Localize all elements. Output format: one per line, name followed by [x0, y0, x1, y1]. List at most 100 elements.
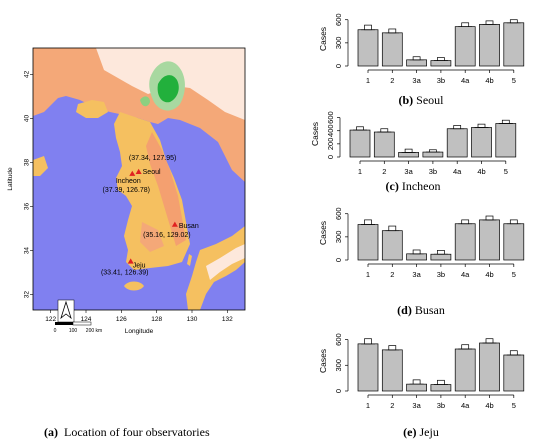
bar-3b [430, 384, 452, 392]
interval-box-2 [388, 345, 397, 351]
bar-3a [406, 383, 427, 392]
bar-4b [471, 127, 492, 158]
scale-bar-background [47, 324, 103, 338]
interval-box-4a [461, 219, 470, 225]
map-terrain [33, 48, 245, 310]
bar-4a [446, 128, 468, 158]
bar-4a [454, 26, 476, 67]
observatory-coordinate: (33.41, 126.39) [101, 270, 148, 277]
interval-box-5 [509, 350, 518, 356]
x-tick-label: 5 [512, 401, 516, 410]
triangle-marker-icon [135, 168, 142, 174]
y-tick-label: 600 [334, 13, 343, 26]
x-tick-label: 2 [390, 401, 394, 410]
y-tick-label: 600 [334, 207, 343, 220]
x-tick-label: 1 [366, 401, 370, 410]
interval-box-2 [388, 225, 397, 232]
map-ylabel: Latitude [7, 167, 14, 191]
observatory-coordinate: (37.34, 127.95) [129, 155, 176, 162]
y-tick-label: 600 [326, 111, 335, 124]
x-tick-label: 1 [366, 76, 370, 85]
map-xtick-label: 132 [222, 316, 233, 323]
bar-3a [398, 152, 419, 158]
x-tick-label: 2 [382, 167, 386, 176]
bar-4b [479, 219, 500, 261]
x-tick-label: 4a [461, 401, 470, 410]
x-tick-label: 5 [512, 76, 516, 85]
y-tick-label: 300 [334, 231, 343, 244]
bar-1 [349, 129, 371, 158]
y-tick-label: 400 [326, 124, 335, 137]
y-tick-label: 600 [334, 333, 343, 346]
interval-box-3b [437, 379, 445, 385]
triangle-marker-icon [171, 221, 178, 227]
observatory-busan: Busan (35.16, 129.02) [143, 221, 199, 239]
x-tick-label: 5 [512, 270, 516, 279]
y-tick-label: 300 [334, 37, 343, 50]
x-tick-label: 3b [437, 76, 445, 85]
interval-box-3b [437, 57, 445, 61]
bar-3b [430, 60, 452, 67]
north-arrow: A [60, 300, 72, 320]
scale-label-0: 0 [54, 328, 57, 334]
bar-5 [503, 22, 525, 67]
bar-chart-jeju: 0 300 600 Cases 1 2 3a 3b 4a 4b 5 (e) Jeju [318, 333, 525, 439]
bar-3a [406, 253, 427, 261]
chart-caption: (c) Incheon [386, 179, 441, 193]
bar-4b [479, 23, 500, 67]
map-caption: (a) Location of four observatories [44, 425, 210, 439]
map-ytick-label: 42 [24, 70, 31, 78]
observatory-name: Jeju [133, 263, 146, 270]
map-xtick-label: 126 [116, 316, 127, 323]
y-axis-label: Cases [318, 27, 328, 51]
chart-caption-letter: (d) [397, 303, 412, 317]
chart-caption-text: Seoul [416, 93, 444, 107]
x-tick-label: 3b [437, 401, 445, 410]
observatory-coordinate: (37.39, 126.78) [103, 187, 150, 194]
observatory-coordinate: (35.16, 129.02) [143, 232, 190, 239]
x-tick-label: 2 [390, 76, 394, 85]
bar-1 [357, 224, 379, 261]
bar-chart-busan: 0 300 600 Cases 1 2 3a 3b 4a 4b 5 (d) Busan [318, 207, 525, 317]
interval-box-2 [388, 28, 397, 34]
bar-5 [495, 123, 517, 158]
x-tick-label: 3a [412, 401, 421, 410]
scale-label-100: 100 [69, 328, 78, 334]
interval-box-3a [412, 379, 421, 385]
interval-box-3b [437, 250, 445, 255]
bar-2 [381, 349, 403, 392]
observatory-jeju: Jeju(33.41, 126.39) [101, 258, 148, 277]
bar-chart-seoul: 0 300 600 Cases 1 2 3a 3b 4a 4b 5 (b) Seoul [318, 13, 525, 107]
chart-caption-text: Incheon [402, 179, 441, 193]
map-caption-text: Location of four observatories [64, 425, 210, 439]
scale-bar-left-segment [55, 322, 73, 325]
y-tick-label: 0 [334, 389, 343, 393]
interval-box-2 [380, 128, 389, 133]
observatory-name: Busan [179, 223, 199, 230]
x-tick-label: 3a [404, 167, 413, 176]
map-axes: 122 124 126 128 130 132 32 34 36 38 40 42 [24, 70, 233, 323]
interval-box-5 [509, 219, 518, 225]
interval-box-5 [501, 119, 510, 124]
chart-caption-letter: (b) [398, 93, 413, 107]
bar-4b [479, 342, 500, 392]
interval-box-1 [364, 219, 372, 225]
interval-box-4a [453, 125, 462, 130]
map-xlabel: Longitude [125, 328, 154, 335]
map-xtick-label: 128 [151, 316, 162, 323]
location-map: 122 124 126 128 130 132 32 34 36 38 40 42 Longitude… [7, 47, 246, 335]
chart-caption-text: Busan [415, 303, 445, 317]
chart-caption-text: Jeju [419, 425, 438, 439]
scale-bar: 0 100 200 km [47, 321, 103, 338]
x-tick-label: 1 [358, 167, 362, 176]
map-xtick-label: 130 [187, 316, 198, 323]
bar-5 [503, 354, 525, 392]
chart-caption-letter: (e) [403, 425, 416, 439]
bar-3a [406, 59, 427, 67]
y-tick-label: 200 [326, 138, 335, 151]
bar-2 [381, 230, 403, 261]
y-tick-label: 300 [334, 359, 343, 372]
chart-caption: (d) Busan [397, 303, 445, 317]
